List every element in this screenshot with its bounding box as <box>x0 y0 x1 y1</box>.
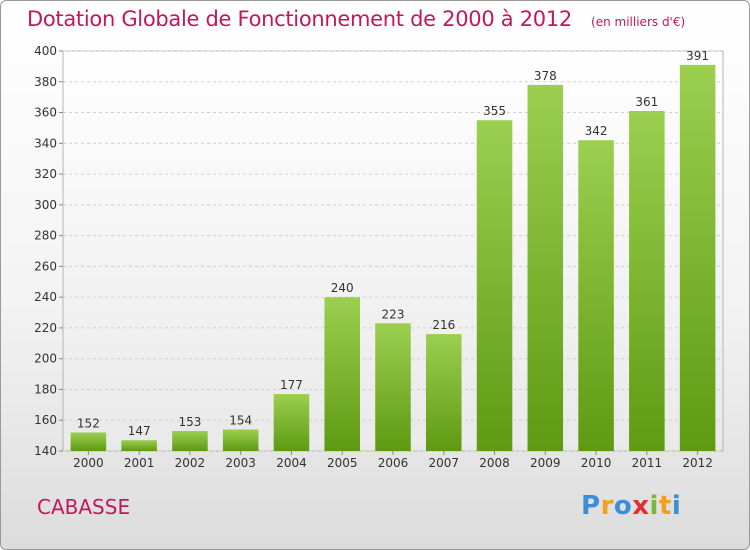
bar <box>375 323 411 451</box>
bar-value-label: 391 <box>686 49 709 63</box>
x-tick-label: 2011 <box>632 456 663 470</box>
y-tick-label: 260 <box>34 259 57 273</box>
y-tick-label: 380 <box>34 75 57 89</box>
bar-value-label: 355 <box>483 104 506 118</box>
bar-value-label: 147 <box>128 424 151 438</box>
y-tick-label: 400 <box>34 44 57 58</box>
bar <box>121 440 157 451</box>
logo-letter: P <box>581 491 601 521</box>
logo-letter: i <box>671 491 682 521</box>
logo-letter: o <box>613 491 633 521</box>
proxiti-logo: Proxiti <box>581 491 681 521</box>
logo-letter: r <box>600 491 614 521</box>
y-tick-label: 200 <box>34 352 57 366</box>
x-tick-label: 2010 <box>581 456 612 470</box>
bar <box>476 120 513 451</box>
bar <box>222 429 259 451</box>
x-tick-label: 2004 <box>276 456 307 470</box>
bar <box>426 334 462 451</box>
y-tick-label: 320 <box>34 167 57 181</box>
logo-letter: x <box>632 491 650 521</box>
bar <box>324 297 360 451</box>
x-tick-label: 2001 <box>124 456 155 470</box>
x-tick-label: 2003 <box>225 456 256 470</box>
bar <box>70 432 107 451</box>
title-row: Dotation Globale de Fonctionnement de 20… <box>27 7 685 31</box>
bar <box>629 111 665 451</box>
chart-title: Dotation Globale de Fonctionnement de 20… <box>27 7 572 31</box>
bar-value-label: 177 <box>280 378 303 392</box>
bar-value-label: 240 <box>331 281 354 295</box>
y-tick-label: 280 <box>34 229 57 243</box>
x-tick-label: 2009 <box>530 456 561 470</box>
y-tick-label: 240 <box>34 290 57 304</box>
chart-subtitle: (en milliers d'€) <box>591 15 686 29</box>
x-tick-label: 2007 <box>428 456 459 470</box>
bar-value-label: 152 <box>77 417 100 431</box>
bar-value-label: 223 <box>382 307 405 321</box>
y-tick-label: 300 <box>34 198 57 212</box>
y-tick-label: 140 <box>34 444 57 458</box>
y-tick-label: 360 <box>34 106 57 120</box>
bar-value-label: 342 <box>585 124 608 138</box>
bar <box>172 431 208 451</box>
bar-value-label: 378 <box>534 69 557 83</box>
commune-name: CABASSE <box>37 495 131 519</box>
bar <box>273 394 310 451</box>
bar <box>679 64 716 451</box>
bar-value-label: 153 <box>178 415 201 429</box>
bar-value-label: 216 <box>432 318 455 332</box>
bar <box>578 140 614 451</box>
y-tick-label: 160 <box>34 413 57 427</box>
y-tick-label: 340 <box>34 136 57 150</box>
x-tick-label: 2000 <box>73 456 104 470</box>
x-tick-label: 2006 <box>378 456 409 470</box>
x-tick-label: 2012 <box>682 456 713 470</box>
y-tick-label: 220 <box>34 321 57 335</box>
bar-value-label: 361 <box>635 95 658 109</box>
logo-letter: t <box>658 491 672 521</box>
bar-value-label: 154 <box>229 413 252 427</box>
bar <box>527 84 564 451</box>
y-tick-label: 180 <box>34 382 57 396</box>
x-tick-label: 2002 <box>175 456 206 470</box>
x-tick-label: 2005 <box>327 456 358 470</box>
x-tick-label: 2008 <box>479 456 510 470</box>
logo-letter: i <box>649 491 659 521</box>
